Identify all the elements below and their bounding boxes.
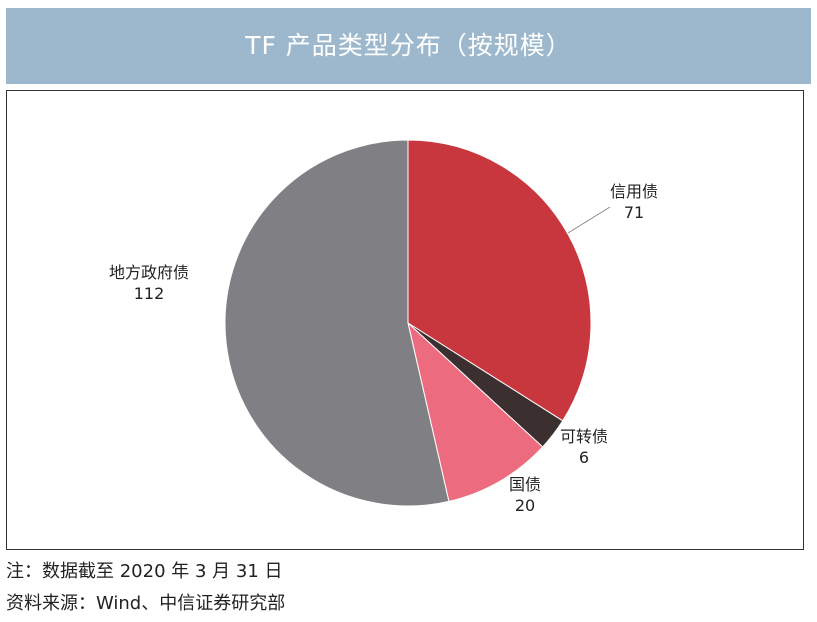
- pie-slice-3: [407, 321, 544, 502]
- slice-value-2: 6: [579, 448, 589, 467]
- slice-value-1: 71: [624, 203, 644, 222]
- pie-slice-4: [224, 139, 450, 507]
- pie-chart: 信用债 71 可转债 6 国债 20 地方政府债 112: [109, 139, 658, 515]
- slice-label-1: 信用债: [610, 182, 658, 201]
- notes: 注：数据截至 2020 年 3 月 31 日 资料来源：Wind、中信证券研究部: [6, 556, 285, 620]
- leader-line-1: [567, 206, 611, 234]
- slice-label-4: 地方政府债: [109, 263, 189, 282]
- slice-value-3: 20: [515, 496, 535, 515]
- slice-label-3: 国债: [509, 475, 541, 494]
- pie-slice-1: [407, 139, 592, 422]
- title-bar: TF 产品类型分布（按规模）: [6, 8, 811, 84]
- chart-title: TF 产品类型分布（按规模）: [245, 31, 572, 60]
- date-note: 注：数据截至 2020 年 3 月 31 日: [6, 561, 283, 582]
- source-note: 资料来源：Wind、中信证券研究部: [6, 593, 286, 614]
- slice-value-4: 112: [134, 284, 165, 303]
- slice-label-2: 可转债: [560, 427, 608, 446]
